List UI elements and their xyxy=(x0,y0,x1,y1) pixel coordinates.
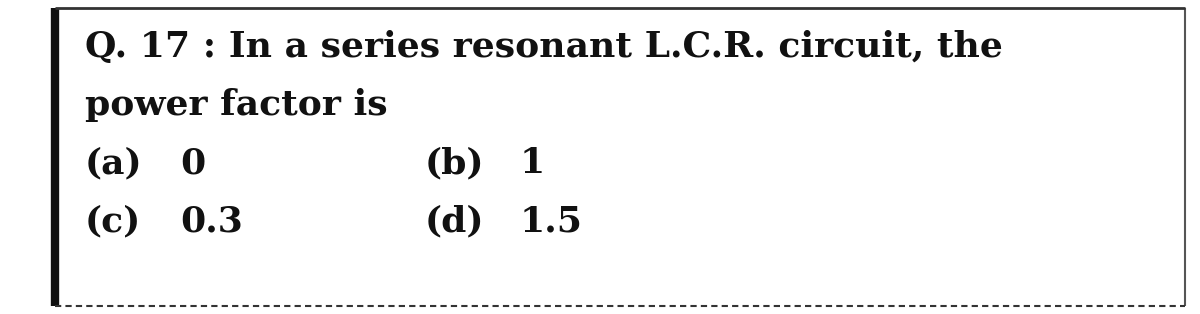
Text: 0: 0 xyxy=(180,146,205,180)
Text: power factor is: power factor is xyxy=(85,88,388,122)
Text: (b): (b) xyxy=(425,146,485,180)
Text: 0.3: 0.3 xyxy=(180,204,242,238)
Text: Q. 17 : In a series resonant L.C.R. circuit, the: Q. 17 : In a series resonant L.C.R. circ… xyxy=(85,30,1003,64)
Text: 1.5: 1.5 xyxy=(520,204,583,238)
Text: 1: 1 xyxy=(520,146,545,180)
Text: (a): (a) xyxy=(85,146,143,180)
Text: (c): (c) xyxy=(85,204,142,238)
Text: (d): (d) xyxy=(425,204,485,238)
